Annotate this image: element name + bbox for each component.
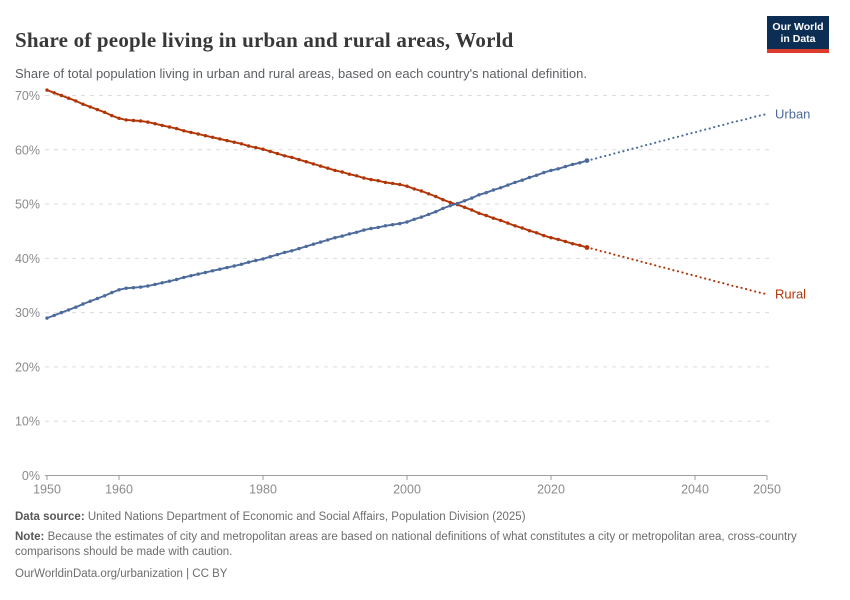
owid-logo-line2: in Data xyxy=(780,33,816,45)
y-gridlines xyxy=(45,94,770,476)
note-text: Because the estimates of city and metrop… xyxy=(15,530,797,559)
svg-text:2050: 2050 xyxy=(753,483,781,497)
urban-series[interactable]: Urban xyxy=(45,106,810,320)
svg-text:20%: 20% xyxy=(15,360,40,374)
svg-text:60%: 60% xyxy=(15,143,40,157)
svg-text:70%: 70% xyxy=(15,89,40,103)
citation-url[interactable]: OurWorldinData.org/urbanization xyxy=(15,567,183,580)
citation-separator: | xyxy=(182,567,193,580)
svg-text:2000: 2000 xyxy=(393,483,421,497)
svg-text:1980: 1980 xyxy=(249,483,277,497)
chart-footer: Data source: United Nations Department o… xyxy=(15,510,827,582)
svg-text:40%: 40% xyxy=(15,252,40,266)
series-label-rural: Rural xyxy=(775,287,806,302)
series-label-urban: Urban xyxy=(775,106,810,121)
urban-line-historical xyxy=(46,159,588,319)
rural-series[interactable]: Rural xyxy=(45,88,806,302)
svg-text:2020: 2020 xyxy=(537,483,565,497)
y-axis-labels: 0% 10% 20% 30% 40% 50% 60% 70% xyxy=(15,89,40,483)
data-source-label: Data source: xyxy=(15,511,85,523)
rural-line-historical xyxy=(46,89,588,249)
rural-line-projection xyxy=(585,246,769,296)
svg-text:30%: 30% xyxy=(15,306,40,320)
chart-canvas: 0% 10% 20% 30% 40% 50% 60% 70% 1950 1960 1980 2000 2… xyxy=(15,88,810,497)
svg-text:2040: 2040 xyxy=(681,483,709,497)
svg-text:1960: 1960 xyxy=(105,483,133,497)
citation-line: OurWorldinData.org/urbanization | CC BY xyxy=(15,567,827,583)
svg-text:0%: 0% xyxy=(22,469,40,483)
note-line: Note: Because the estimates of city and … xyxy=(15,530,827,561)
owid-logo-line1: Our World xyxy=(772,20,824,33)
chart-subtitle: Share of total population living in urba… xyxy=(15,66,587,81)
x-axis: 1950 1960 1980 2000 2020 2040 2050 xyxy=(33,475,781,497)
data-source-line: Data source: United Nations Department o… xyxy=(15,510,827,526)
svg-text:50%: 50% xyxy=(15,198,40,212)
data-source-text: United Nations Department of Economic an… xyxy=(87,511,526,523)
svg-text:10%: 10% xyxy=(15,415,40,429)
license-label: CC BY xyxy=(192,567,228,580)
note-label: Note: xyxy=(15,530,45,543)
owid-logo[interactable]: Our World in Data xyxy=(767,16,829,53)
page-title: Share of people living in urban and rura… xyxy=(15,28,514,53)
svg-text:1950: 1950 xyxy=(33,483,61,497)
urban-line-projection xyxy=(585,112,769,162)
